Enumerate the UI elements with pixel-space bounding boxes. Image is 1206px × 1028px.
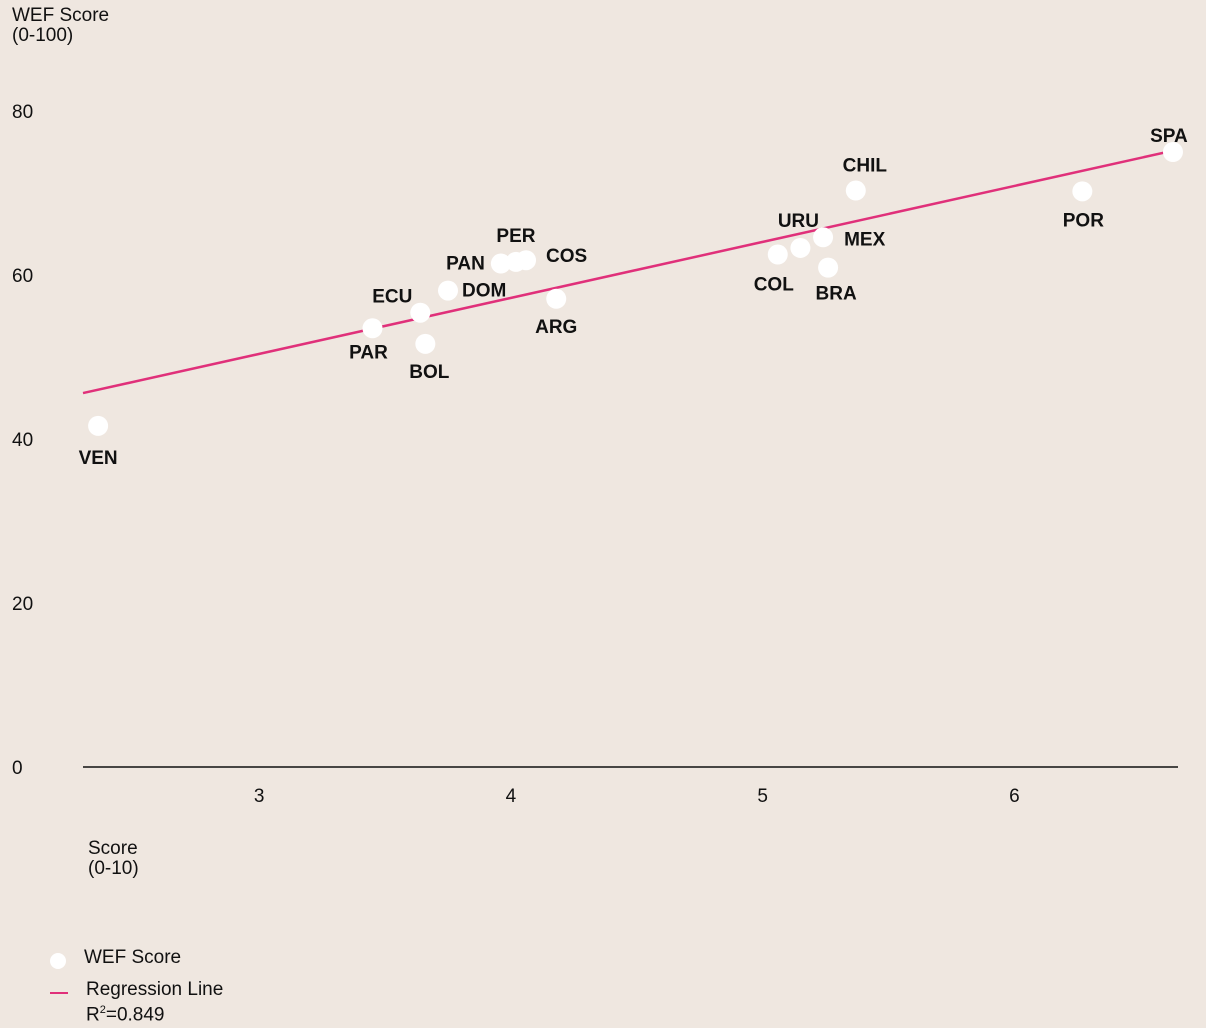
point-label-bol: BOL — [409, 362, 450, 383]
regression-line — [82, 148, 1179, 395]
data-point-bol — [415, 333, 436, 354]
x-axis-title: Score (0-10) — [88, 838, 139, 879]
legend: WEF Score Regression Line R2=0.849 — [48, 948, 224, 1025]
data-point-ecu — [410, 302, 431, 323]
point-label-col: COL — [754, 275, 795, 296]
data-point-dom — [438, 280, 458, 301]
point-label-chil: CHIL — [843, 156, 888, 177]
data-point-par — [362, 318, 383, 339]
point-label-par: PAR — [349, 342, 388, 363]
data-point-pan — [490, 253, 511, 274]
legend-item-wef-score: WEF Score — [48, 948, 223, 980]
legend-label-wef-score: WEF Score — [84, 947, 182, 968]
legend-line-marker — [50, 992, 68, 994]
data-point-arg — [546, 288, 567, 309]
x-tick-label: 5 — [757, 786, 768, 807]
data-point-ven — [88, 415, 109, 436]
data-point-chil — [845, 180, 866, 201]
r-squared-note: R2=0.849 — [86, 1004, 165, 1026]
data-point-col — [767, 244, 788, 265]
data-point-uru — [790, 237, 811, 258]
legend-dot-marker — [50, 953, 66, 969]
x-tick-label: 6 — [1009, 786, 1020, 807]
data-point-spa — [1162, 142, 1183, 162]
point-label-ecu: ECU — [372, 287, 412, 308]
y-tick-label: 20 — [12, 594, 33, 615]
point-label-arg: ARG — [535, 317, 577, 338]
data-point-bra — [818, 257, 839, 278]
y-tick-label: 60 — [12, 266, 33, 287]
legend-label-regression-line: Regression Line — [86, 979, 224, 1000]
point-label-pan: PAN — [446, 254, 485, 275]
legend-item-regression-line: Regression Line R2=0.849 — [48, 979, 224, 1025]
point-label-per: PER — [496, 226, 535, 247]
x-tick-label: 4 — [506, 786, 517, 807]
point-label-cos: COS — [546, 246, 587, 267]
point-label-mex: MEX — [844, 229, 886, 250]
point-label-bra: BRA — [816, 284, 857, 305]
x-tick-label: 3 — [254, 786, 265, 807]
point-label-dom: DOM — [462, 281, 506, 302]
point-label-por: POR — [1063, 210, 1104, 231]
point-label-spa: SPA — [1150, 126, 1188, 147]
data-point-por — [1072, 181, 1093, 202]
data-point-cos — [516, 250, 537, 271]
point-label-uru: URU — [778, 211, 819, 232]
y-axis-title: WEF Score (0-100) — [12, 5, 110, 46]
y-tick-label: 40 — [12, 430, 33, 451]
point-label-ven: VEN — [79, 448, 118, 469]
y-tick-label: 80 — [12, 102, 33, 123]
y-tick-label: 0 — [12, 758, 23, 779]
data-point-mex — [813, 227, 834, 248]
